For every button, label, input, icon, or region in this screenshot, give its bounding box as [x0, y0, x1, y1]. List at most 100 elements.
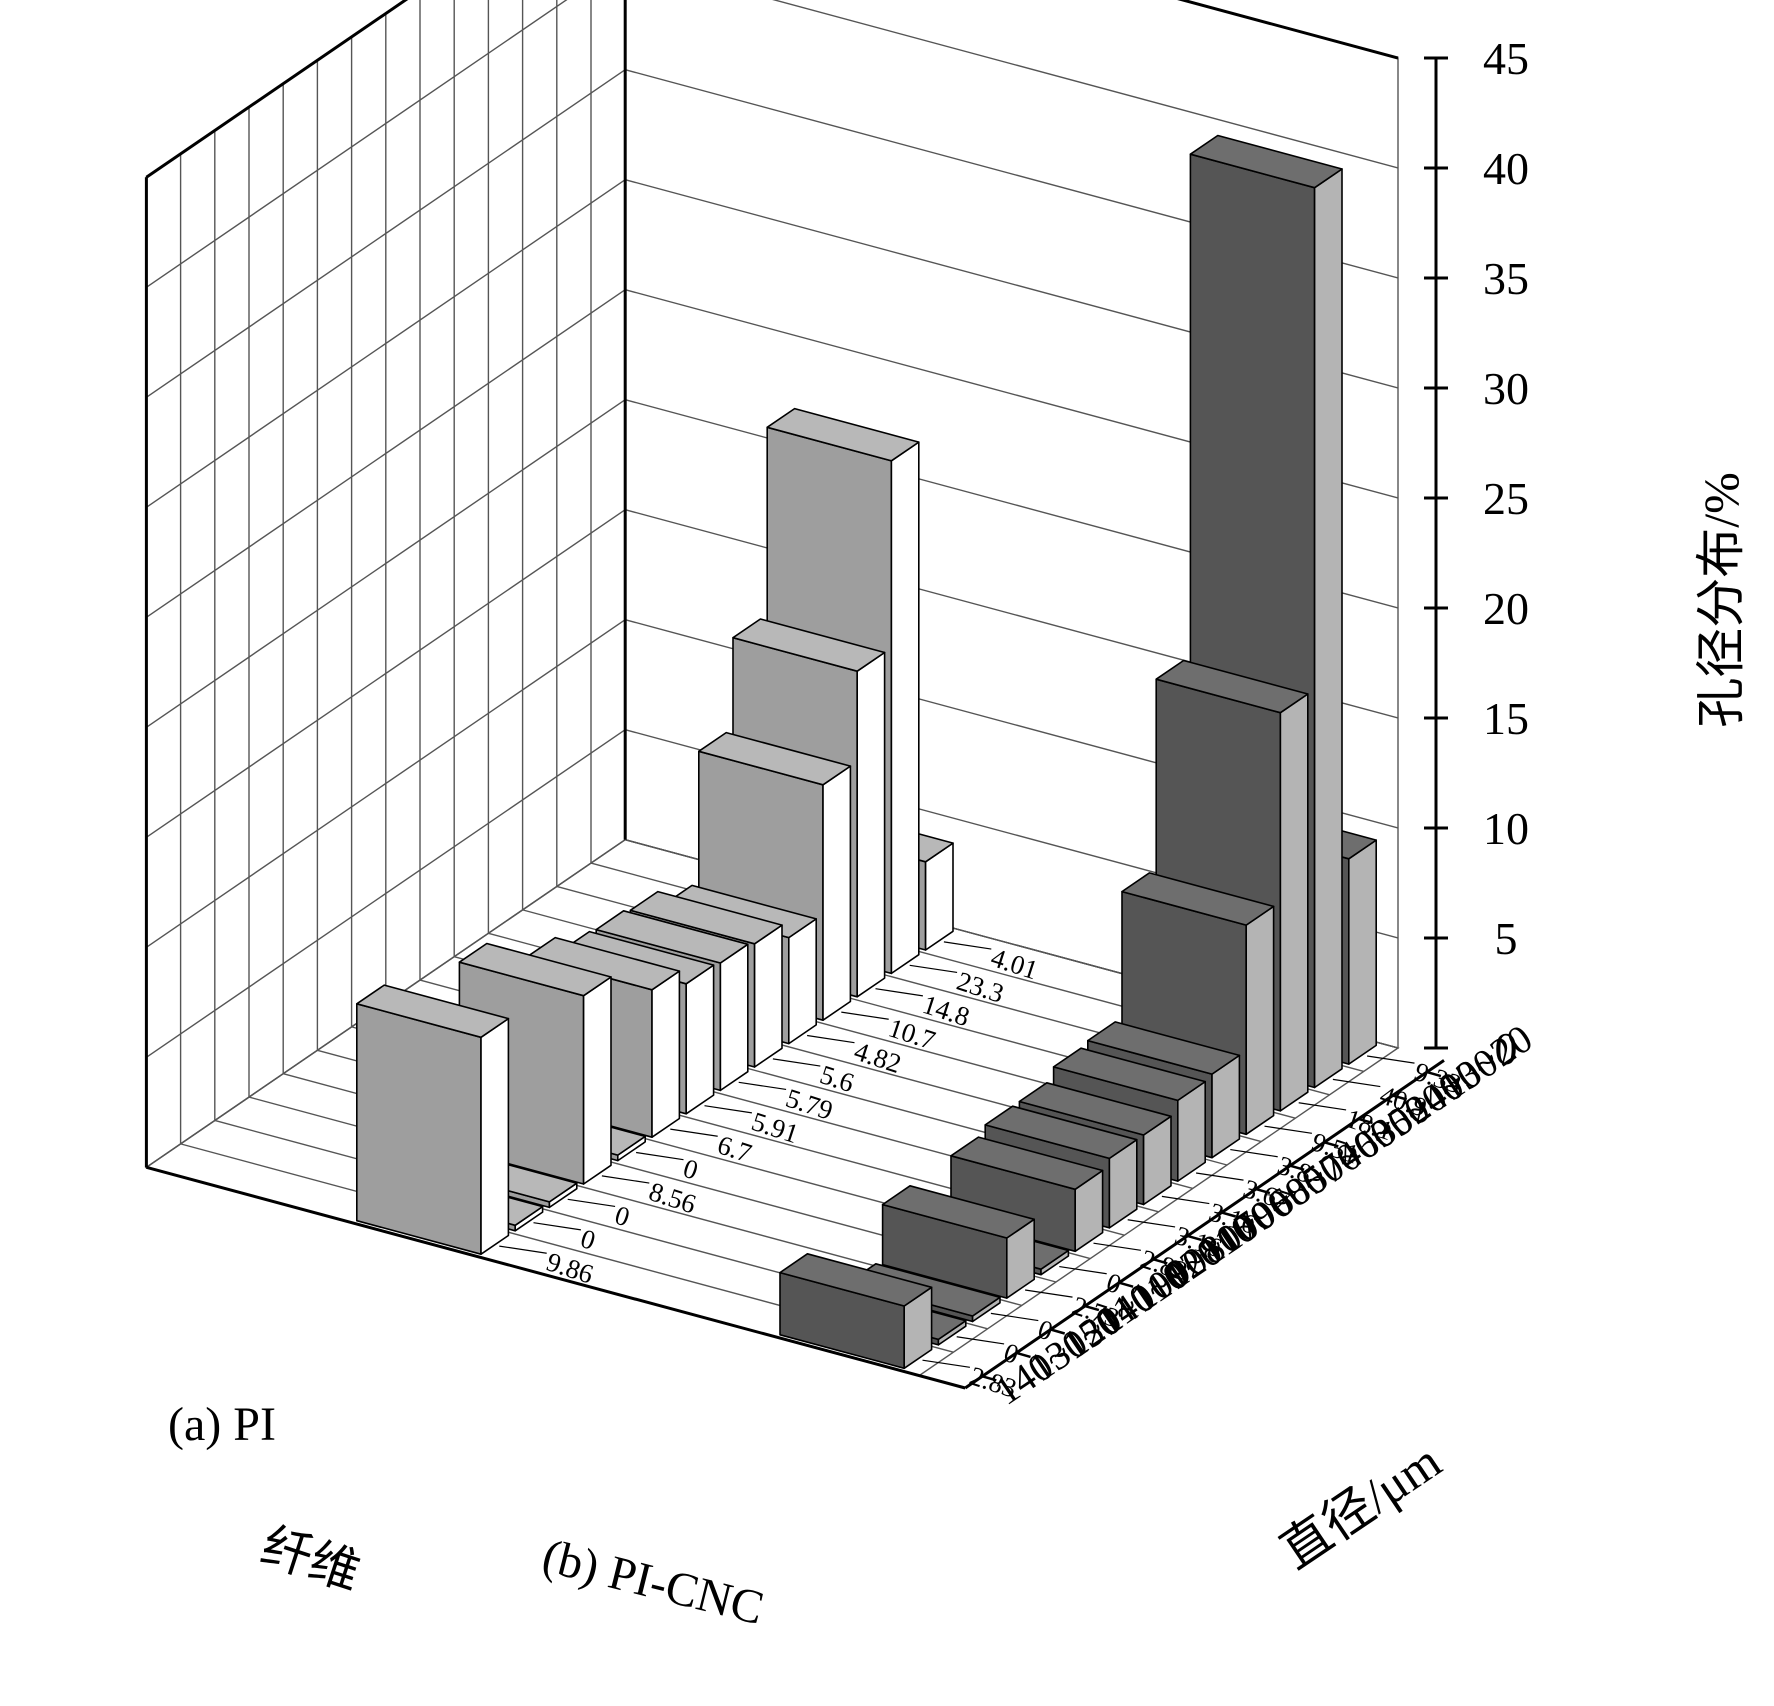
value-label: 0	[611, 1200, 633, 1233]
value-leader-line	[601, 1175, 650, 1184]
value-leader-line	[956, 1336, 1005, 1345]
value-leader-line	[807, 1034, 855, 1044]
z-tick-label: 40	[1483, 143, 1529, 194]
value-leader-line	[1025, 1289, 1073, 1298]
series-label-b: (b) PI-CNC	[537, 1529, 768, 1635]
value-leader-line	[499, 1245, 547, 1254]
z-tick-label: 25	[1483, 473, 1529, 524]
value-leader-line	[1264, 1125, 1312, 1134]
x-axis-line	[964, 1059, 1445, 1390]
bar-top-face	[1087, 1021, 1241, 1075]
bar-top-face	[1018, 1082, 1172, 1136]
bar-top-face	[1121, 872, 1275, 926]
bar-top-face	[779, 1253, 933, 1307]
x-tick-mark	[1289, 1164, 1305, 1171]
grid	[144, 0, 1400, 1377]
x-tick-mark	[1426, 1070, 1442, 1078]
bar-side-face	[480, 1017, 510, 1255]
value-leader-line	[1230, 1148, 1278, 1158]
bar-side-face	[685, 964, 715, 1115]
gridline-right-z	[772, 0, 1399, 169]
bar-side-face	[753, 924, 783, 1068]
bar-top-face	[732, 618, 886, 673]
value-leader-line	[738, 1081, 787, 1091]
x-tick-mark	[1152, 1258, 1168, 1265]
bar	[950, 1136, 1104, 1253]
value-leader-line	[1059, 1265, 1107, 1275]
y-axis-line	[146, 1165, 966, 1390]
bar	[881, 1185, 1035, 1299]
bar-side-face	[1279, 693, 1309, 1112]
bar-top-face	[1155, 659, 1309, 714]
x-tick-mark	[1323, 1141, 1339, 1148]
x-tick-mark	[1118, 1281, 1134, 1288]
bar	[355, 984, 510, 1255]
value-label: 6.7	[714, 1129, 755, 1168]
bar-side-face	[890, 441, 920, 975]
value-leader-line	[909, 964, 958, 974]
z-tick-label: 35	[1483, 253, 1529, 304]
z-tick-label: 45	[1483, 33, 1529, 84]
bar-top-face	[355, 984, 510, 1039]
bar-side-face	[719, 943, 749, 1092]
bar-top-face	[950, 1136, 1104, 1191]
bar-side-face	[651, 970, 681, 1138]
bar-top-face	[629, 890, 783, 945]
bar-top-face	[458, 942, 612, 997]
value-label: 0	[680, 1153, 702, 1186]
bar-side-face	[787, 918, 818, 1045]
value-leader-line	[1196, 1172, 1244, 1181]
x-axis-title: 直径/μm	[1270, 1432, 1450, 1579]
bar-side-face	[822, 765, 852, 1022]
x-tick-mark	[981, 1375, 997, 1382]
x-tick-mark	[1255, 1187, 1271, 1195]
x-tick-mark	[1187, 1234, 1202, 1242]
frame-top-right	[1177, 0, 1399, 60]
bar	[779, 1253, 933, 1370]
z-tick-label: 10	[1483, 803, 1529, 854]
value-leader-line	[772, 1058, 821, 1067]
value-leader-line	[875, 988, 923, 997]
bars	[355, 134, 1377, 1370]
value-leader-line	[567, 1198, 616, 1208]
series-label-a: (a) PI	[168, 1398, 276, 1451]
y-axis-title: 纤维	[255, 1517, 367, 1601]
value-leader-line	[943, 941, 992, 950]
value-leader-line	[922, 1359, 970, 1368]
value-leader-line	[1161, 1195, 1210, 1205]
bar-top-face	[697, 731, 852, 786]
bar-side-face	[1313, 168, 1343, 1089]
axes: 05101520253035404510~2020~3030~4040~5050…	[144, 0, 1749, 1635]
value-label: 0	[577, 1223, 599, 1256]
x-tick-mark	[1392, 1094, 1408, 1101]
z-tick-label: 15	[1483, 693, 1529, 744]
bar-side-face	[856, 651, 886, 998]
bar-front-face	[355, 1002, 482, 1255]
value-leader-line	[636, 1151, 684, 1161]
x-tick-mark	[1084, 1304, 1100, 1312]
frame-top-left	[145, 0, 409, 179]
z-axis-title: 孔径分布/%	[1693, 472, 1749, 728]
value-leader-line	[1332, 1078, 1381, 1088]
z-tick-label: 0	[1495, 1023, 1518, 1074]
value-leader-line	[1367, 1055, 1415, 1064]
value-leader-line	[1093, 1242, 1141, 1251]
bar-top-face	[766, 407, 920, 462]
gridline-right-z	[1180, 0, 1399, 59]
x-tick-mark	[1050, 1328, 1066, 1335]
value-leader-line	[704, 1105, 752, 1114]
bar-top-face	[595, 909, 749, 964]
x-tick-mark	[1016, 1351, 1031, 1359]
z-tick-label: 5	[1495, 913, 1518, 964]
z-tick-label: 20	[1483, 583, 1529, 634]
bar-side-face	[1348, 839, 1377, 1065]
value-leader-line	[1127, 1219, 1176, 1228]
value-leader-line	[533, 1222, 581, 1231]
bar-top-face	[881, 1185, 1035, 1239]
x-tick-mark	[1221, 1211, 1237, 1218]
value-leader-line	[1298, 1102, 1347, 1111]
bar-top-face	[1052, 1047, 1206, 1102]
x-tick-mark	[1358, 1117, 1373, 1125]
bar-side-face	[1245, 905, 1275, 1136]
